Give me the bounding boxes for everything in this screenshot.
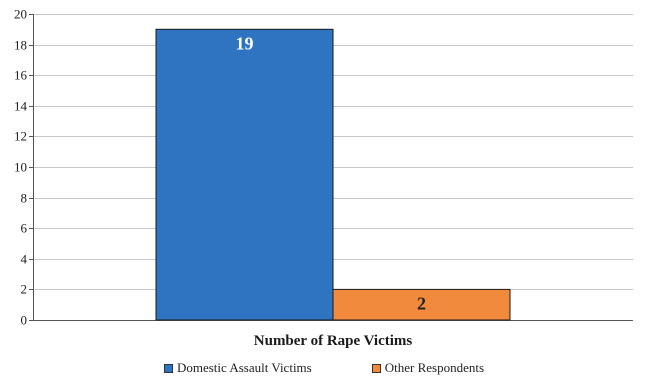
y-tick-label-0: 0 bbox=[21, 313, 28, 328]
y-tick-label-6: 6 bbox=[21, 221, 28, 236]
legend-label-domestic: Domestic Assault Victims bbox=[176, 360, 312, 375]
y-tick-label-16: 16 bbox=[14, 68, 28, 83]
y-tick-label-10: 10 bbox=[14, 160, 27, 175]
y-tick-label-18: 18 bbox=[14, 38, 27, 53]
x-axis-label: Number of Rape Victims bbox=[254, 333, 413, 349]
y-tick-label-12: 12 bbox=[14, 129, 27, 144]
legend: Domestic Assault Victims Other Responden… bbox=[0, 360, 648, 376]
y-tick-label-20: 20 bbox=[14, 7, 27, 22]
bar-0 bbox=[155, 28, 334, 321]
legend-swatch-domestic bbox=[163, 363, 173, 373]
bar-1 bbox=[332, 288, 511, 321]
data-label-1: 2 bbox=[417, 293, 426, 313]
y-tick-label-8: 8 bbox=[21, 191, 28, 206]
legend-item-domestic: Domestic Assault Victims bbox=[163, 360, 312, 376]
legend-label-other: Other Respondents bbox=[384, 360, 485, 375]
data-label-0: 19 bbox=[236, 33, 254, 53]
y-tick-label-14: 14 bbox=[14, 99, 28, 114]
legend-item-other: Other Respondents bbox=[371, 360, 485, 376]
y-tick-label-4: 4 bbox=[21, 252, 28, 267]
legend-swatch-other bbox=[371, 363, 381, 373]
y-tick-label-2: 2 bbox=[21, 282, 28, 297]
